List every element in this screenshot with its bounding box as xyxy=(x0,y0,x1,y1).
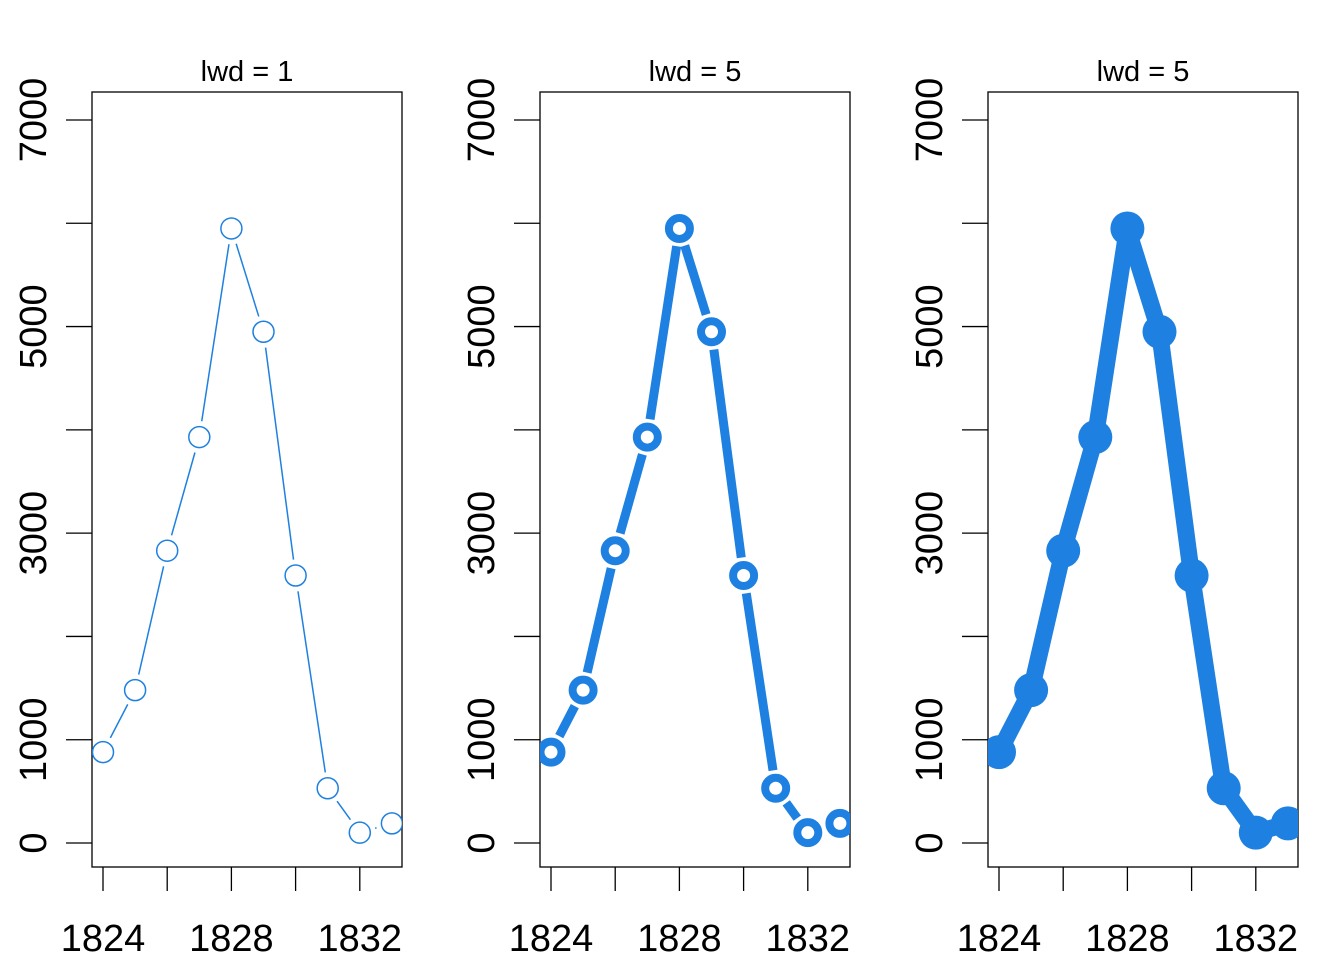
data-point xyxy=(1142,314,1177,349)
x-tick-label: 1828 xyxy=(1085,918,1170,960)
series-line-segment xyxy=(582,567,616,674)
plot-frame xyxy=(987,91,1299,868)
data-point xyxy=(729,560,759,590)
y-tick-label: 5000 xyxy=(461,284,503,369)
y-tick-label: 5000 xyxy=(13,284,55,369)
panel-title: lwd = 5 xyxy=(1097,56,1190,88)
series-line-segment xyxy=(170,452,196,536)
data-point xyxy=(664,213,694,243)
y-tick-label: 5000 xyxy=(909,284,951,369)
data-point xyxy=(155,539,179,562)
series-line-segment xyxy=(235,243,260,317)
x-tick-label: 1832 xyxy=(1214,918,1299,960)
data-point xyxy=(632,422,662,452)
data-point xyxy=(1174,558,1209,593)
y-tick-label: 1000 xyxy=(13,697,55,782)
panel-3: lwd = 5 0 1000 3000 5000 7000 1824 1828 1832 xyxy=(909,56,1299,960)
data-point xyxy=(1270,806,1298,841)
series-group xyxy=(92,217,402,844)
y-tick-label: 1000 xyxy=(909,697,951,782)
x-tick-label: 1828 xyxy=(189,918,274,960)
data-point xyxy=(600,536,630,566)
y-tick-label: 3000 xyxy=(461,491,503,576)
y-tick-label: 7000 xyxy=(461,78,503,163)
plot-frame xyxy=(91,91,403,868)
y-tick-label: 0 xyxy=(13,832,55,853)
data-point xyxy=(284,564,307,587)
data-point xyxy=(252,320,275,343)
data-point xyxy=(188,425,211,449)
y-tick-label: 7000 xyxy=(13,78,55,163)
y-tick-label: 0 xyxy=(909,832,951,853)
series-group xyxy=(988,211,1298,850)
data-point xyxy=(1110,211,1145,246)
data-point xyxy=(123,678,147,702)
y-tick-label: 0 xyxy=(461,832,503,853)
series-line-segment xyxy=(680,244,711,316)
series-line-segment xyxy=(645,245,682,420)
series-line-segment xyxy=(1119,225,1168,335)
series-line-segment xyxy=(200,244,230,422)
data-point xyxy=(697,317,726,347)
series-line-segment xyxy=(782,800,801,821)
data-point xyxy=(220,217,243,240)
x-tick-label: 1824 xyxy=(957,918,1042,960)
panel-1: lwd = 1 0 1000 3000 5000 7000 1824 1828 1832 xyxy=(13,56,403,960)
data-point xyxy=(825,808,850,838)
y-tick-label: 7000 xyxy=(909,78,951,163)
data-point xyxy=(793,818,823,848)
series-line-segment xyxy=(709,348,746,559)
data-point xyxy=(92,740,115,764)
series-line-segment xyxy=(615,453,647,535)
x-tick-label: 1832 xyxy=(766,918,851,960)
x-tick-label: 1824 xyxy=(509,918,594,960)
series-line-segment xyxy=(264,347,295,560)
data-point xyxy=(1014,673,1049,708)
data-point xyxy=(380,812,402,835)
series-line-segment xyxy=(1151,330,1201,577)
x-tick-label: 1828 xyxy=(637,918,722,960)
data-point xyxy=(761,773,791,803)
y-tick-label: 3000 xyxy=(13,491,55,576)
data-point xyxy=(1046,533,1081,568)
y-tick-label: 3000 xyxy=(909,491,951,576)
series-line-segment xyxy=(741,592,778,772)
panel-title: lwd = 1 xyxy=(201,56,294,88)
series-group xyxy=(540,213,850,848)
series-line-segment xyxy=(297,591,327,773)
data-point xyxy=(568,675,598,705)
panel-2: lwd = 5 0 1000 3000 5000 7000 1824 1828 1832 xyxy=(461,56,851,960)
series-line-segment xyxy=(137,566,165,675)
plot-frame xyxy=(539,91,851,868)
data-point xyxy=(540,737,566,767)
series-line-segment xyxy=(336,800,352,821)
data-point xyxy=(988,735,1016,770)
y-tick-label: 1000 xyxy=(461,697,503,782)
data-point xyxy=(1078,420,1113,455)
data-point xyxy=(1238,815,1273,850)
data-point xyxy=(316,777,339,800)
data-point xyxy=(1206,771,1241,806)
x-tick-label: 1832 xyxy=(318,918,403,960)
series-line-segment xyxy=(1055,434,1104,554)
series-line-segment xyxy=(109,703,129,739)
series-line-segment xyxy=(1086,227,1136,439)
series-line-segment xyxy=(1183,574,1233,790)
panel-title: lwd = 5 xyxy=(649,56,742,88)
series-line-segment xyxy=(1022,548,1072,693)
data-point xyxy=(348,821,372,844)
series-line-segment xyxy=(555,704,579,739)
x-tick-label: 1824 xyxy=(61,918,146,960)
